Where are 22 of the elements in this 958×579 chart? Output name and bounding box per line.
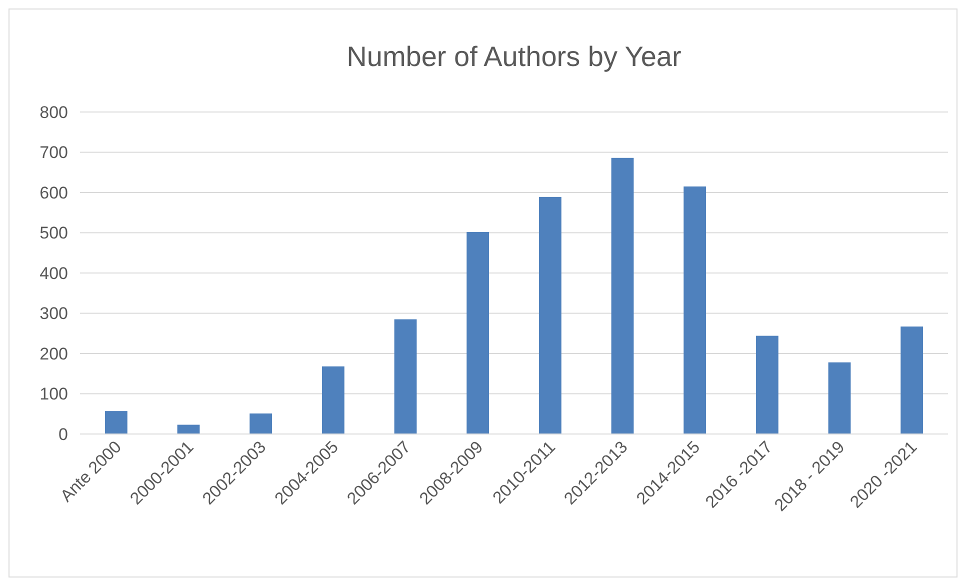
- bar: [104, 411, 128, 434]
- bar: [177, 424, 200, 434]
- y-tick-label: 400: [40, 264, 68, 283]
- y-tick-label: 700: [40, 143, 68, 162]
- y-tick-label: 500: [40, 224, 68, 243]
- bar: [756, 336, 778, 434]
- y-tick-label: 300: [40, 304, 68, 324]
- bar: [466, 232, 490, 434]
- bar: [322, 366, 344, 434]
- bar: [611, 158, 634, 434]
- y-tick-label: 600: [40, 183, 68, 202]
- y-tick-label: 800: [40, 102, 68, 122]
- bar: [828, 362, 851, 434]
- bar: [250, 413, 272, 434]
- y-tick-label: 0: [58, 424, 68, 444]
- y-tick-label: 100: [40, 384, 68, 404]
- bar: [538, 196, 562, 434]
- y-tick-label: 200: [40, 344, 68, 364]
- bar: [394, 319, 417, 434]
- bar: [684, 186, 706, 434]
- chart-title: Number of Authors by Year: [346, 41, 682, 72]
- bar: [900, 326, 924, 434]
